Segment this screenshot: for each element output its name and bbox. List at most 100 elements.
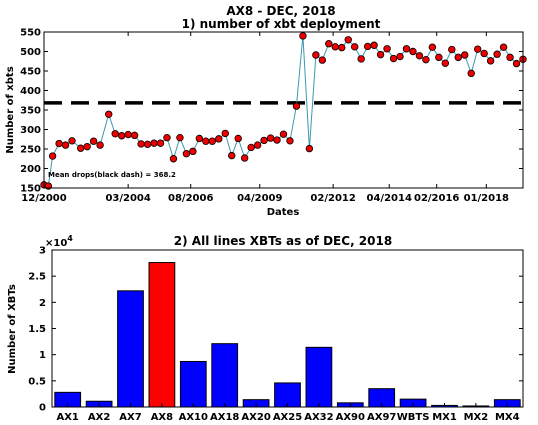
data-point bbox=[124, 130, 132, 139]
data-point bbox=[61, 141, 70, 149]
data-point bbox=[383, 45, 391, 53]
data-point bbox=[266, 134, 275, 142]
data-point bbox=[318, 56, 327, 64]
data-point bbox=[461, 51, 469, 59]
data-point bbox=[273, 136, 281, 144]
x-tick-label: 04/2009 bbox=[237, 193, 282, 204]
data-point bbox=[169, 155, 178, 163]
data-point bbox=[422, 55, 430, 64]
data-point bbox=[221, 129, 229, 138]
bars bbox=[54, 262, 521, 408]
y-tick-label: 450 bbox=[20, 67, 41, 78]
data-point bbox=[137, 140, 145, 148]
data-point bbox=[305, 144, 314, 153]
bar-ax32 bbox=[305, 346, 333, 408]
data-point bbox=[370, 41, 378, 49]
y-tick-label: 550 bbox=[20, 28, 41, 39]
y-tick-label: 0.5 bbox=[28, 376, 46, 387]
x-tick-label: AX8 bbox=[151, 412, 173, 423]
x-tick-label: WBTS bbox=[397, 412, 430, 423]
data-point bbox=[143, 140, 152, 149]
data-point bbox=[441, 59, 450, 67]
x-tick-label: 01/2018 bbox=[464, 193, 509, 204]
data-point bbox=[76, 144, 85, 152]
bar-ax7 bbox=[117, 290, 144, 408]
data-point bbox=[189, 147, 197, 156]
chart1-plot-area bbox=[44, 32, 523, 188]
data-point bbox=[312, 51, 320, 59]
data-point bbox=[506, 53, 514, 62]
data-point bbox=[338, 43, 346, 52]
x-tick-label: AX25 bbox=[273, 412, 302, 423]
data-point bbox=[499, 43, 508, 51]
y-tick-label: 2.5 bbox=[28, 272, 46, 283]
data-point bbox=[182, 149, 191, 158]
x-tick-label: AX7 bbox=[119, 412, 141, 423]
data-point bbox=[493, 50, 501, 58]
data-point bbox=[48, 152, 57, 160]
chart1-xlabel: Dates bbox=[267, 207, 300, 218]
multiplier-exponent: 4 bbox=[67, 234, 73, 243]
data-point bbox=[512, 59, 521, 68]
data-point bbox=[68, 137, 76, 145]
data-point bbox=[428, 43, 437, 51]
x-tick-label: 08/2006 bbox=[168, 193, 213, 204]
x-tick-label: 12/2000 bbox=[21, 193, 66, 204]
data-point bbox=[331, 43, 339, 51]
chart1-title: AX8 - DEC, 2018 bbox=[226, 4, 335, 18]
x-tick-label: 03/2004 bbox=[105, 193, 150, 204]
data-point bbox=[215, 135, 223, 143]
chart2-x-ticks: AX1 AX2 AX7 AX8 AX10 AX18 AX20 AX25 AX32 AX90 AX97… bbox=[56, 403, 520, 423]
data-point bbox=[279, 130, 288, 138]
chart1-subtitle: 1) number of xbt deployment bbox=[182, 17, 381, 31]
multiplier-base: ×10 bbox=[45, 238, 67, 249]
data-point bbox=[454, 53, 462, 62]
x-tick-label: MX4 bbox=[495, 412, 520, 423]
y-tick-label: 0 bbox=[39, 403, 46, 414]
y-tick-label: 200 bbox=[20, 164, 41, 175]
y-tick-label: 150 bbox=[20, 184, 41, 195]
y-tick-label: 1.5 bbox=[28, 324, 46, 335]
data-point bbox=[96, 141, 104, 149]
data-point bbox=[247, 143, 255, 152]
data-point bbox=[409, 47, 417, 56]
series-markers bbox=[40, 32, 527, 190]
y-tick-label: 250 bbox=[20, 145, 41, 156]
data-point bbox=[415, 52, 424, 60]
y-tick-label: 300 bbox=[20, 125, 41, 136]
x-tick-label: AX97 bbox=[367, 412, 396, 423]
chart1-ylabel: Number of xbts bbox=[5, 66, 16, 153]
bar-ax10 bbox=[179, 360, 207, 408]
data-point bbox=[363, 42, 372, 51]
data-point bbox=[376, 50, 385, 59]
data-point bbox=[234, 134, 242, 143]
data-point bbox=[260, 136, 268, 145]
data-point bbox=[240, 154, 249, 162]
y-tick-label: 3 bbox=[39, 246, 46, 257]
data-point bbox=[473, 45, 482, 53]
data-point bbox=[130, 131, 139, 140]
y-tick-label: 2 bbox=[39, 298, 46, 309]
bar-ax8 bbox=[148, 262, 176, 408]
chart1-frame bbox=[43, 31, 524, 189]
x-tick-label: 02/2012 bbox=[310, 193, 355, 204]
bar-ax25 bbox=[274, 382, 301, 408]
data-point bbox=[195, 134, 204, 143]
chart2-frame bbox=[51, 249, 524, 408]
chart2-title: 2) All lines XBTs as of DEC, 2018 bbox=[174, 234, 392, 248]
data-point bbox=[486, 57, 495, 65]
x-tick-label: AX10 bbox=[179, 412, 208, 423]
x-tick-label: AX20 bbox=[241, 412, 270, 423]
data-point bbox=[351, 43, 359, 51]
chart2-multiplier: ×104 bbox=[45, 234, 73, 249]
data-point bbox=[89, 137, 98, 145]
data-point bbox=[208, 137, 216, 145]
data-point bbox=[202, 137, 210, 145]
data-point bbox=[299, 32, 307, 40]
y-tick-label: 350 bbox=[20, 106, 41, 117]
data-point bbox=[389, 54, 398, 63]
data-point bbox=[344, 36, 352, 44]
y-tick-label: 400 bbox=[20, 86, 41, 97]
data-point bbox=[228, 151, 236, 160]
data-point bbox=[292, 102, 301, 110]
